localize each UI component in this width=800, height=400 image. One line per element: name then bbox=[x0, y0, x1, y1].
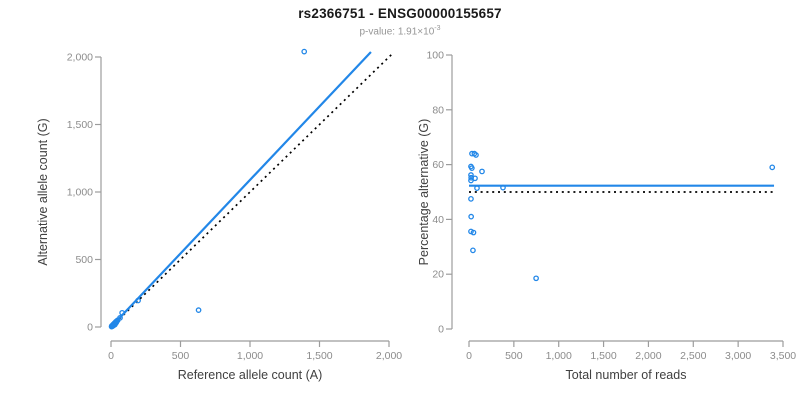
x-tick-label: 2,000 bbox=[635, 350, 661, 362]
y-tick-label: 60 bbox=[432, 159, 444, 171]
y-tick-label: 500 bbox=[75, 254, 93, 266]
y-axis-title: Percentage alternative (G) bbox=[417, 119, 431, 266]
x-axis-title: Total number of reads bbox=[566, 368, 687, 382]
data-point bbox=[468, 196, 474, 202]
data-point bbox=[472, 175, 478, 182]
x-tick-label: 1,500 bbox=[590, 350, 616, 362]
y-tick-label: 40 bbox=[432, 214, 444, 226]
x-tick-label: 2,000 bbox=[376, 350, 402, 362]
y-tick-label: 20 bbox=[432, 269, 444, 281]
x-tick-label: 500 bbox=[172, 350, 190, 362]
y-tick-label: 1,500 bbox=[67, 119, 93, 131]
x-tick-label: 1,000 bbox=[237, 350, 263, 362]
data-point bbox=[500, 184, 506, 191]
data-point bbox=[474, 185, 480, 192]
data-point bbox=[473, 152, 479, 158]
data-point bbox=[301, 48, 308, 55]
data-point bbox=[533, 275, 539, 282]
x-tick-label: 2,500 bbox=[680, 350, 706, 362]
x-tick-label: 0 bbox=[466, 350, 472, 362]
y-tick-label: 2,000 bbox=[67, 52, 93, 64]
data-point bbox=[769, 164, 776, 171]
data-point bbox=[479, 168, 485, 175]
y-tick-label: 100 bbox=[426, 50, 444, 62]
data-point bbox=[469, 165, 475, 172]
x-axis-title: Reference allele count (A) bbox=[178, 368, 323, 382]
data-point bbox=[468, 177, 474, 184]
data-point bbox=[135, 297, 141, 304]
data-point bbox=[470, 229, 477, 236]
x-tick-label: 3,500 bbox=[770, 350, 796, 362]
x-tick-label: 0 bbox=[108, 350, 114, 362]
y-tick-label: 0 bbox=[87, 322, 93, 334]
data-point bbox=[470, 247, 476, 254]
page-title: rs2366751 - ENSG00000155657 bbox=[298, 6, 502, 21]
ref-vs-alt-scatter: 0 500 1,000 1,500 2,000 0 500 1,000 1,500 2,000 Re… bbox=[36, 48, 402, 382]
y-tick-label: 1,000 bbox=[67, 187, 93, 199]
x-tick-label: 3,000 bbox=[725, 350, 751, 362]
data-point bbox=[117, 314, 123, 321]
x-tick-label: 1,500 bbox=[306, 350, 332, 362]
regression-line bbox=[110, 51, 372, 328]
p-value-base: p-value: 1.91×10 bbox=[359, 26, 435, 38]
x-tick-label: 500 bbox=[505, 350, 523, 362]
data-point bbox=[119, 309, 125, 316]
reads-vs-percentage-scatter: 0 20 40 60 80 100 0 500 1,000 1,500 2,000 2,500 3,00… bbox=[417, 50, 796, 383]
p-value-exponent: -3 bbox=[434, 25, 441, 32]
x-tick-label: 1,000 bbox=[546, 350, 572, 362]
y-tick-label: 0 bbox=[438, 324, 444, 336]
data-point bbox=[468, 172, 474, 178]
data-point bbox=[468, 213, 475, 220]
identity-line bbox=[110, 52, 394, 328]
y-tick-label: 80 bbox=[432, 104, 444, 116]
y-axis-title: Alternative allele count (G) bbox=[36, 118, 50, 265]
p-value-label: p-value: 1.91×10-3 bbox=[0, 25, 800, 37]
data-point bbox=[195, 307, 202, 313]
